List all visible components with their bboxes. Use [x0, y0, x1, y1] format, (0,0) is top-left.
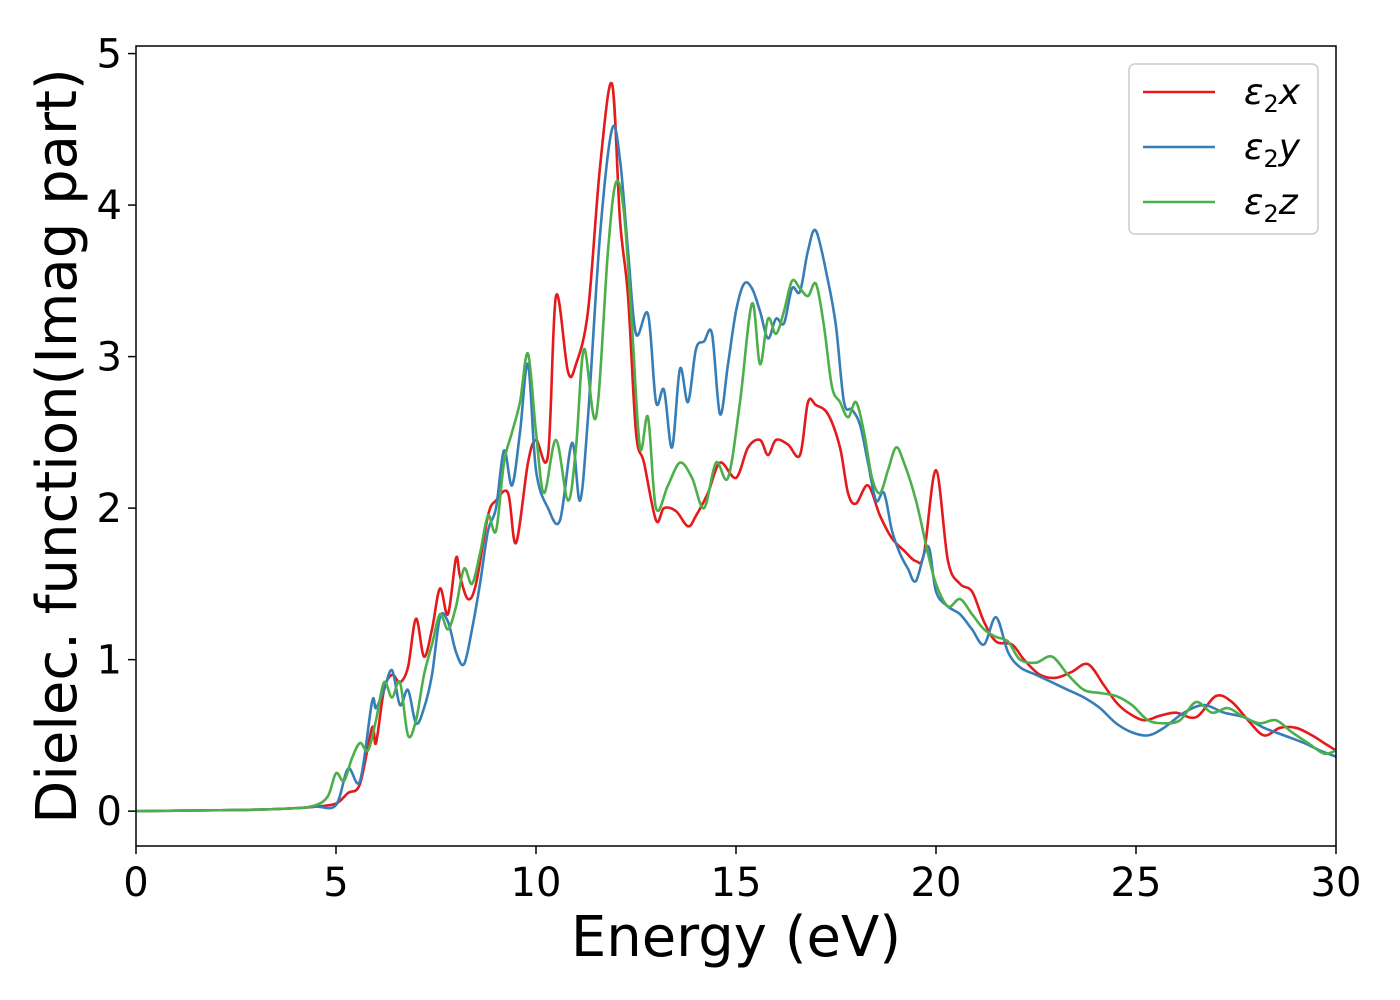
x-tick-label: 25 — [1111, 860, 1162, 906]
y-tick-label: 5 — [97, 32, 122, 78]
x-axis-ticks: 0 5 10 15 20 25 30 — [123, 846, 1361, 906]
legend-label-x: ε2x — [1244, 72, 1301, 118]
y-axis-title: Dielec. function(Imag part) — [25, 68, 90, 824]
series-line-x — [136, 81, 1336, 813]
legend-label-z: ε2z — [1244, 182, 1299, 228]
series-layer — [136, 81, 1336, 813]
y-tick-label: 1 — [97, 638, 122, 684]
x-tick-label: 15 — [711, 860, 762, 906]
y-tick-label: 3 — [97, 335, 122, 381]
x-tick-label: 10 — [511, 860, 562, 906]
x-axis-title: Energy (eV) — [571, 905, 901, 970]
legend-entries: ε2x ε2y ε2z — [1143, 72, 1301, 228]
legend-label-y: ε2y — [1244, 127, 1301, 173]
series-line-y — [136, 124, 1336, 813]
x-tick-label: 30 — [1311, 860, 1362, 906]
y-tick-label: 0 — [97, 789, 122, 835]
y-axis-ticks: 0 1 2 3 4 5 — [97, 32, 136, 835]
legend-box — [1128, 63, 1319, 235]
legend: ε2x ε2y ε2z — [1128, 63, 1319, 235]
y-tick-label: 4 — [97, 183, 122, 229]
x-tick-label: 5 — [323, 860, 348, 906]
x-tick-label: 20 — [911, 860, 962, 906]
x-tick-label: 0 — [123, 860, 148, 906]
y-tick-label: 2 — [97, 486, 122, 532]
series-line-z — [136, 179, 1336, 813]
